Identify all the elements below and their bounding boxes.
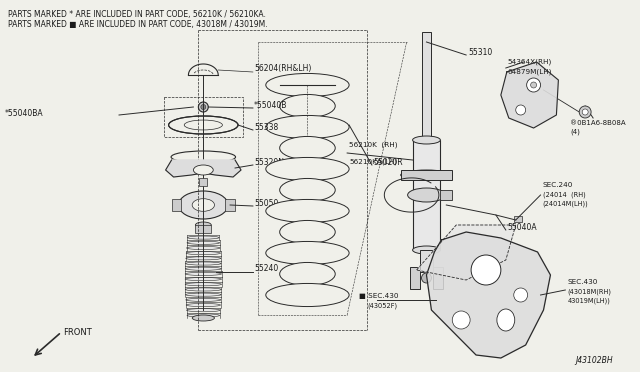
Circle shape: [579, 106, 591, 118]
Bar: [195, 225, 211, 233]
Text: 55050: 55050: [254, 199, 278, 208]
Ellipse shape: [185, 272, 221, 275]
Ellipse shape: [179, 191, 228, 219]
Ellipse shape: [168, 116, 238, 134]
Circle shape: [471, 255, 501, 285]
Text: PARTS MARKED * ARE INCLUDED IN PART CODE, 56210K / 56210KA.: PARTS MARKED * ARE INCLUDED IN PART CODE…: [8, 10, 266, 19]
Ellipse shape: [187, 314, 220, 317]
Bar: [172, 199, 182, 211]
Bar: [440, 190, 452, 200]
Ellipse shape: [280, 137, 335, 160]
Bar: [514, 216, 522, 222]
Text: ■ SEC.430: ■ SEC.430: [359, 293, 399, 299]
Ellipse shape: [266, 157, 349, 180]
Text: 64879M(LH): 64879M(LH): [508, 69, 552, 75]
Text: 55320N: 55320N: [254, 157, 284, 167]
Bar: [401, 170, 452, 180]
Ellipse shape: [280, 263, 335, 286]
Ellipse shape: [185, 278, 221, 280]
Text: (24014M(LH)): (24014M(LH)): [543, 201, 588, 207]
Text: *55040B: *55040B: [254, 100, 287, 109]
Bar: [422, 32, 431, 142]
Text: (4): (4): [570, 129, 580, 135]
Circle shape: [198, 102, 208, 112]
Ellipse shape: [497, 309, 515, 331]
Bar: [225, 199, 235, 211]
Ellipse shape: [266, 115, 349, 138]
Circle shape: [516, 105, 525, 115]
Circle shape: [201, 105, 206, 109]
Ellipse shape: [186, 262, 221, 265]
Ellipse shape: [186, 257, 221, 260]
Text: 55040A: 55040A: [508, 222, 538, 231]
Ellipse shape: [186, 304, 221, 307]
Ellipse shape: [193, 165, 213, 175]
Text: (24014  (RH): (24014 (RH): [543, 192, 585, 198]
Bar: [420, 250, 433, 272]
Ellipse shape: [185, 283, 221, 286]
Text: (43052F): (43052F): [367, 303, 397, 309]
Text: 43019M(LH)): 43019M(LH)): [567, 298, 610, 304]
Polygon shape: [426, 232, 550, 358]
Text: 55310: 55310: [468, 48, 492, 57]
Ellipse shape: [185, 288, 221, 291]
Ellipse shape: [266, 73, 349, 97]
Text: 56210K  (RH): 56210K (RH): [349, 141, 397, 148]
Ellipse shape: [195, 222, 211, 228]
Circle shape: [531, 82, 536, 88]
Bar: [410, 267, 420, 289]
Bar: [433, 267, 444, 289]
Ellipse shape: [413, 246, 440, 254]
Ellipse shape: [266, 241, 349, 264]
Ellipse shape: [186, 246, 220, 250]
Ellipse shape: [266, 283, 349, 307]
Text: 56204(RH&LH): 56204(RH&LH): [254, 64, 311, 73]
Ellipse shape: [401, 170, 452, 180]
Text: 56210KA(LH): 56210KA(LH): [349, 158, 397, 164]
Ellipse shape: [192, 315, 214, 321]
Ellipse shape: [188, 236, 219, 239]
Ellipse shape: [186, 298, 221, 301]
Text: 55020R: 55020R: [373, 157, 403, 167]
Ellipse shape: [413, 136, 440, 144]
Text: ®0B1A6-8B08A: ®0B1A6-8B08A: [570, 120, 626, 126]
Text: 54364X(RH): 54364X(RH): [508, 59, 552, 65]
Circle shape: [514, 288, 527, 302]
Ellipse shape: [280, 179, 335, 202]
Ellipse shape: [171, 151, 236, 163]
Ellipse shape: [186, 251, 221, 255]
Circle shape: [527, 78, 541, 92]
Text: PARTS MARKED ■ ARE INCLUDED IN PART CODE, 43018M / 43019M.: PARTS MARKED ■ ARE INCLUDED IN PART CODE…: [8, 20, 268, 29]
Ellipse shape: [408, 188, 445, 202]
Text: *55040BA: *55040BA: [5, 109, 44, 118]
Polygon shape: [417, 225, 516, 280]
Circle shape: [452, 311, 470, 329]
Ellipse shape: [186, 309, 220, 312]
Polygon shape: [501, 62, 558, 128]
Circle shape: [582, 109, 588, 115]
Ellipse shape: [186, 293, 221, 296]
Text: SEC.430: SEC.430: [567, 279, 598, 285]
Ellipse shape: [192, 199, 214, 211]
Text: 55240: 55240: [254, 264, 278, 273]
Text: 55338: 55338: [254, 122, 278, 131]
Ellipse shape: [187, 241, 220, 244]
Text: SEC.240: SEC.240: [543, 182, 573, 188]
Bar: [199, 178, 207, 186]
Bar: [413, 140, 440, 250]
Ellipse shape: [280, 221, 335, 244]
Ellipse shape: [280, 94, 335, 118]
Text: FRONT: FRONT: [63, 328, 92, 337]
Text: J43102BH: J43102BH: [575, 356, 613, 365]
Ellipse shape: [266, 199, 349, 222]
Circle shape: [422, 273, 431, 283]
Ellipse shape: [184, 120, 223, 130]
Text: (43018M(RH): (43018M(RH): [567, 289, 611, 295]
Polygon shape: [166, 160, 241, 177]
Ellipse shape: [185, 267, 221, 270]
